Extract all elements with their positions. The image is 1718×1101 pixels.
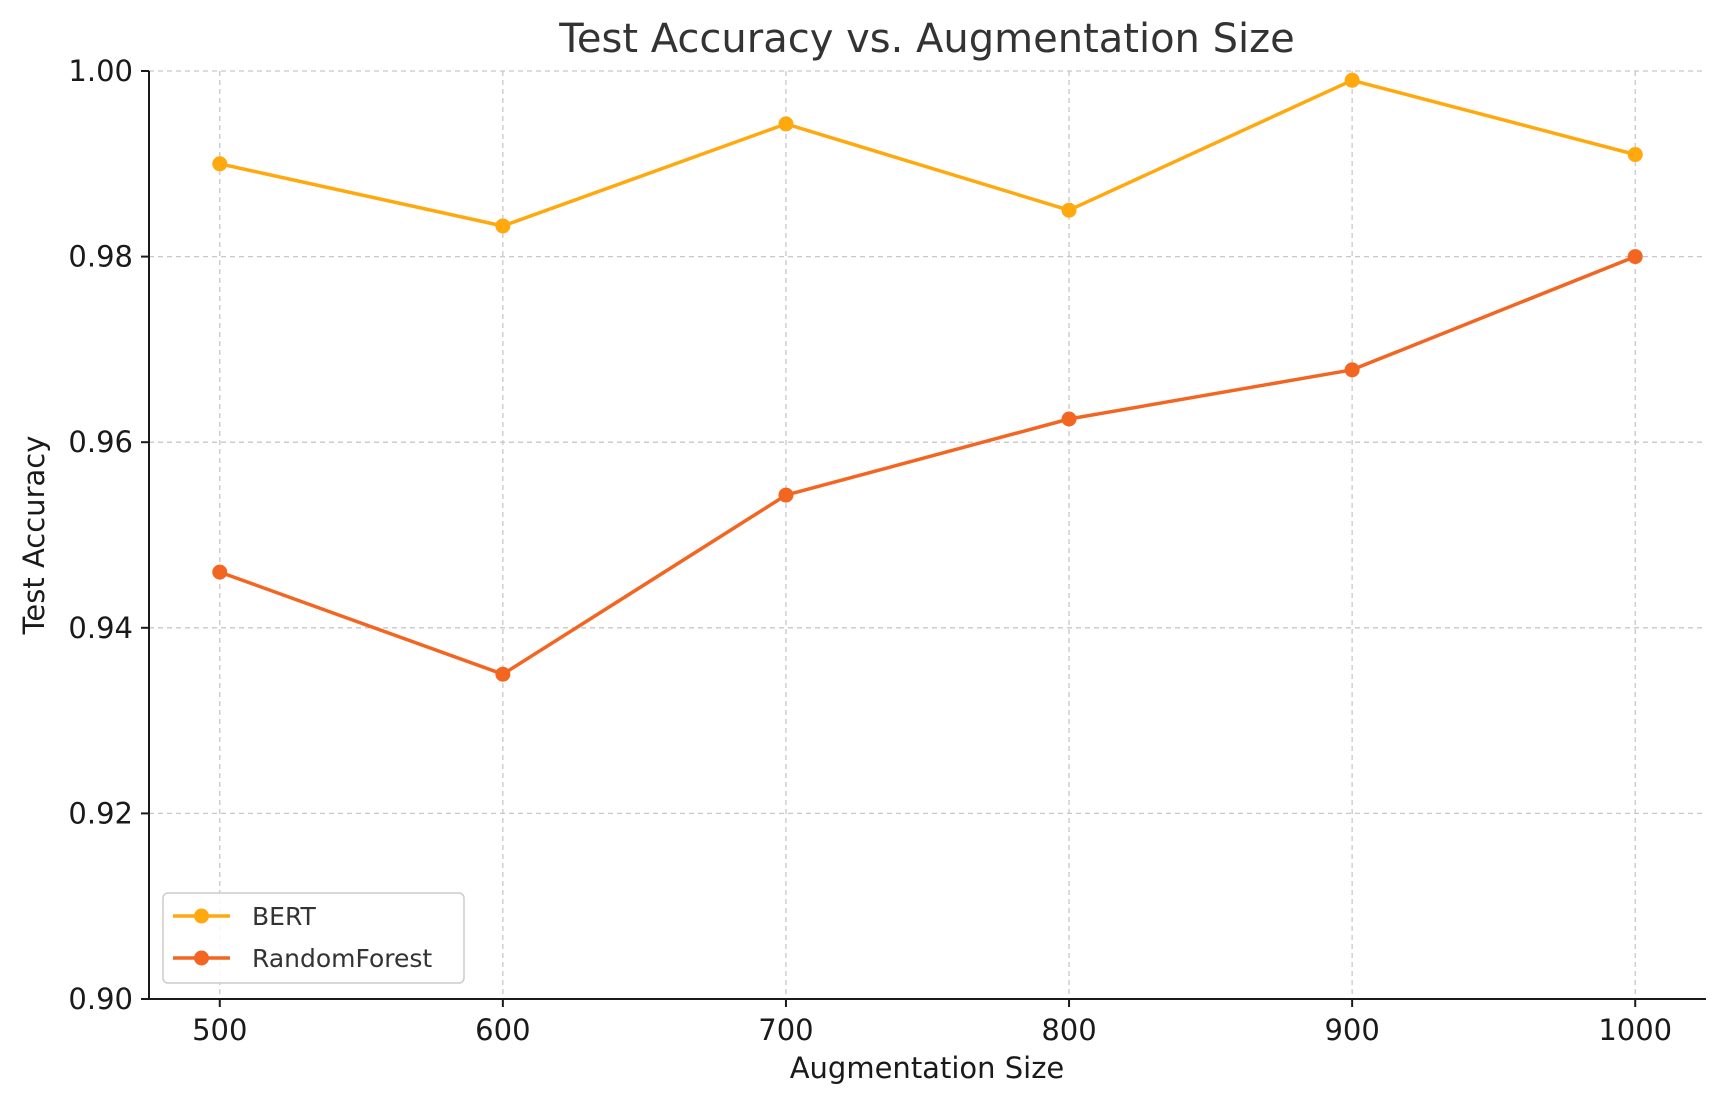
y-tick-label: 0.98 — [68, 240, 133, 274]
data-point-randomforest — [778, 487, 794, 503]
data-point-randomforest — [495, 666, 511, 682]
y-axis-label: Test Accuracy — [17, 436, 51, 636]
data-point-bert — [1627, 147, 1643, 163]
legend-label-randomforest: RandomForest — [252, 944, 432, 973]
legend-marker-randomforest — [194, 950, 209, 966]
y-ticks: 0.90 0.92 0.94 0.96 0.98 1.00 — [68, 54, 149, 1016]
y-tick-label: 0.94 — [68, 611, 133, 645]
x-axis-label: Augmentation Size — [790, 1051, 1065, 1085]
series — [212, 72, 1643, 682]
series-bert — [212, 72, 1643, 234]
data-point-randomforest — [1627, 249, 1643, 265]
series-line-randomforest — [218, 254, 1637, 676]
y-tick-label: 1.00 — [68, 54, 133, 88]
data-point-bert — [778, 116, 794, 132]
y-tick-label: 0.96 — [68, 425, 133, 459]
data-point-bert — [212, 156, 228, 172]
series-randomforest — [212, 249, 1643, 682]
data-point-bert — [1061, 202, 1077, 218]
y-tick-label: 0.90 — [68, 982, 133, 1016]
axes — [148, 71, 1706, 1000]
x-tick-label: 800 — [1041, 1013, 1096, 1047]
legend-label-bert: BERT — [252, 902, 316, 931]
x-tick-label: 700 — [758, 1013, 813, 1047]
grid — [149, 70, 1706, 1000]
x-tick-label: 1000 — [1598, 1013, 1672, 1047]
data-point-randomforest — [1061, 411, 1077, 427]
legend: BERT RandomForest — [162, 892, 465, 984]
chart-title: Test Accuracy vs. Augmentation Size — [558, 16, 1294, 62]
data-point-randomforest — [212, 564, 228, 580]
x-ticks: 500 600 700 800 900 1000 — [192, 999, 1672, 1047]
legend-entries: BERT RandomForest — [173, 902, 432, 973]
data-point-bert — [1344, 72, 1360, 88]
series-line-bert — [218, 78, 1637, 228]
y-tick-label: 0.92 — [68, 796, 133, 830]
x-tick-label: 500 — [192, 1013, 247, 1047]
data-point-bert — [495, 218, 511, 234]
x-tick-label: 600 — [475, 1013, 530, 1047]
legend-marker-bert — [194, 908, 209, 924]
legend-box — [162, 892, 465, 984]
x-tick-label: 900 — [1324, 1013, 1379, 1047]
legend-entry-randomforest: RandomForest — [173, 944, 432, 973]
legend-entry-bert: BERT — [173, 902, 316, 931]
data-point-randomforest — [1344, 362, 1360, 378]
